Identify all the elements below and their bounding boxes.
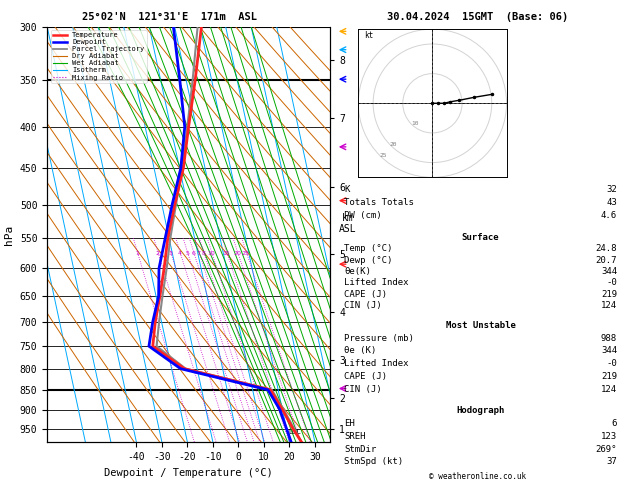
Text: 25°02'N  121°31'E  171m  ASL: 25°02'N 121°31'E 171m ASL (82, 12, 257, 22)
Text: StmSpd (kt): StmSpd (kt) (344, 457, 403, 467)
X-axis label: Dewpoint / Temperature (°C): Dewpoint / Temperature (°C) (104, 468, 273, 478)
Text: 2: 2 (155, 251, 160, 256)
Text: 43: 43 (606, 198, 617, 208)
Text: 7: 7 (196, 251, 201, 256)
Text: -0: -0 (606, 278, 617, 287)
Text: SREH: SREH (344, 432, 365, 441)
Y-axis label: km
ASL: km ASL (339, 213, 357, 235)
Text: CAPE (J): CAPE (J) (344, 372, 387, 381)
Text: EH: EH (344, 419, 355, 428)
Text: 988: 988 (601, 334, 617, 343)
Text: 344: 344 (601, 347, 617, 355)
Text: 3: 3 (168, 251, 172, 256)
Text: 20: 20 (390, 142, 398, 147)
Text: Pressure (mb): Pressure (mb) (344, 334, 414, 343)
Text: 124: 124 (601, 384, 617, 394)
Text: Dewp (°C): Dewp (°C) (344, 256, 392, 265)
Text: 8: 8 (201, 251, 205, 256)
Legend: Temperature, Dewpoint, Parcel Trajectory, Dry Adiabat, Wet Adiabat, Isotherm, Mi: Temperature, Dewpoint, Parcel Trajectory… (51, 30, 147, 83)
Text: Temp (°C): Temp (°C) (344, 244, 392, 253)
Text: Most Unstable: Most Unstable (445, 321, 516, 330)
Text: CIN (J): CIN (J) (344, 384, 382, 394)
Text: 219: 219 (601, 290, 617, 299)
Text: 20.7: 20.7 (596, 256, 617, 265)
Text: PW (cm): PW (cm) (344, 211, 382, 221)
Text: 1: 1 (135, 251, 139, 256)
Text: -0: -0 (606, 359, 617, 368)
Text: 124: 124 (601, 301, 617, 310)
Text: © weatheronline.co.uk: © weatheronline.co.uk (430, 472, 526, 481)
Text: 10: 10 (411, 121, 418, 125)
Text: 6: 6 (191, 251, 195, 256)
Text: 24.8: 24.8 (596, 244, 617, 253)
Text: Totals Totals: Totals Totals (344, 198, 414, 208)
Text: Lifted Index: Lifted Index (344, 359, 409, 368)
Text: 10: 10 (208, 251, 215, 256)
Text: 20: 20 (233, 251, 241, 256)
Text: 123: 123 (601, 432, 617, 441)
Text: 25: 25 (379, 153, 387, 157)
Text: 6: 6 (611, 419, 617, 428)
Text: θe (K): θe (K) (344, 347, 376, 355)
Text: 15: 15 (222, 251, 230, 256)
Y-axis label: hPa: hPa (4, 225, 14, 244)
Text: 219: 219 (601, 372, 617, 381)
Text: 4.6: 4.6 (601, 211, 617, 221)
Text: CIN (J): CIN (J) (344, 301, 382, 310)
Text: 30.04.2024  15GMT  (Base: 06): 30.04.2024 15GMT (Base: 06) (387, 12, 569, 22)
Text: 5: 5 (185, 251, 189, 256)
Text: 4: 4 (177, 251, 182, 256)
Text: CAPE (J): CAPE (J) (344, 290, 387, 299)
Text: 37: 37 (606, 457, 617, 467)
Text: θe(K): θe(K) (344, 267, 371, 276)
Text: 269°: 269° (596, 445, 617, 453)
Text: Hodograph: Hodograph (457, 406, 504, 415)
Text: StmDir: StmDir (344, 445, 376, 453)
Text: kt: kt (364, 31, 374, 40)
Text: Surface: Surface (462, 233, 499, 242)
Text: LCL: LCL (289, 429, 301, 435)
Text: 25: 25 (242, 251, 250, 256)
Text: 344: 344 (601, 267, 617, 276)
Text: Lifted Index: Lifted Index (344, 278, 409, 287)
Text: 32: 32 (606, 185, 617, 194)
Text: K: K (344, 185, 350, 194)
